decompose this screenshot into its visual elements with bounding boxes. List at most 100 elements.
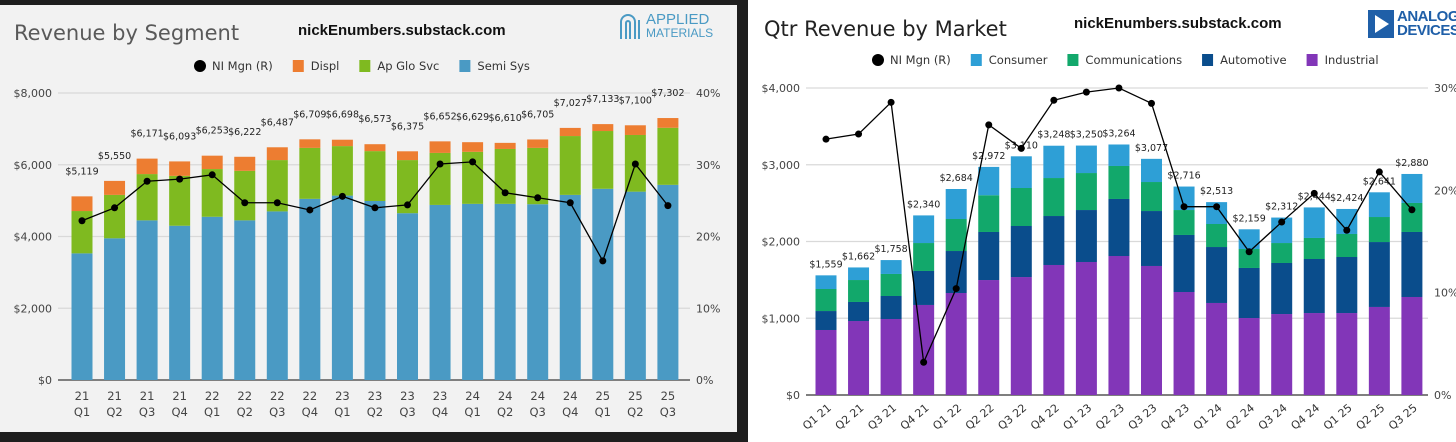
bar-consumer (1368, 192, 1390, 218)
total-data-label: $2,880 (1395, 158, 1428, 169)
bar-industrial (848, 321, 870, 395)
bar-automotive (880, 295, 902, 320)
bar-ap-glo-svc (592, 131, 614, 189)
bar-semi-sys (462, 203, 484, 380)
bar-industrial (913, 304, 935, 395)
ni-margin-point (855, 130, 863, 138)
x-tick-label-quarter: Q2 (106, 405, 122, 419)
bar-semi-sys (624, 191, 646, 380)
total-data-label: $2,340 (907, 199, 940, 210)
bar-communications (1271, 243, 1293, 263)
x-tick-label-year: 22 (205, 389, 220, 403)
legend-swatch (970, 54, 982, 66)
y-tick-label: $2,000 (14, 302, 53, 315)
ni-margin-point (78, 217, 86, 225)
bar-industrial (1206, 302, 1228, 395)
bar-consumer (880, 260, 902, 274)
bar-consumer (913, 215, 935, 244)
bar-industrial (1173, 292, 1195, 395)
x-tick-label-year: 24 (530, 389, 545, 403)
x-tick-label-year: 25 (628, 389, 643, 403)
ni-margin-point (534, 194, 542, 202)
bar-automotive (1206, 247, 1228, 303)
x-tick-label-year: 23 (433, 389, 448, 403)
bar-consumer (978, 166, 1000, 196)
x-tick-label-quarter: Q2 (627, 405, 643, 419)
bar-displ (71, 196, 93, 212)
legend-label: NI Mgn (R) (212, 59, 273, 73)
x-tick-label-quarter: Q4 (432, 405, 448, 419)
bar-automotive (1010, 225, 1032, 278)
total-data-label: $6,709 (293, 109, 326, 120)
x-tick-label: Q2 23 (1093, 401, 1127, 432)
bar-industrial (1108, 256, 1130, 395)
bar-industrial (1336, 313, 1358, 395)
total-data-label: $6,652 (423, 111, 456, 122)
total-data-label: $2,312 (1265, 202, 1298, 213)
bar-semi-sys (397, 213, 418, 380)
bar-semi-sys (71, 253, 93, 380)
bar-communications (1336, 233, 1358, 258)
bar-communications (880, 273, 902, 296)
x-tick-label-year: 25 (595, 389, 610, 403)
x-tick-label: Q3 21 (865, 401, 899, 432)
total-data-label: $6,375 (391, 121, 424, 132)
x-tick-label-year: 24 (498, 389, 513, 403)
bar-semi-sys (234, 220, 256, 380)
bar-automotive (1303, 258, 1325, 314)
x-tick-label-year: 22 (303, 389, 318, 403)
bar-communications (1141, 182, 1162, 212)
x-tick-label-quarter: Q3 (139, 405, 155, 419)
ni-margin-point (306, 206, 314, 214)
chart-title: Revenue by Segment (14, 21, 240, 45)
bar-automotive (1368, 242, 1390, 307)
x-tick-label: Q1 25 (1321, 401, 1355, 432)
ni-margin-point (1148, 99, 1155, 107)
x-tick-label-year: 23 (335, 389, 350, 403)
legend-label: Communications (1085, 53, 1182, 67)
bar-automotive (1173, 234, 1195, 293)
bar-ap-glo-svc (559, 136, 581, 195)
x-tick-label: Q3 24 (1256, 401, 1290, 432)
bar-communications (978, 195, 1000, 232)
y-tick-label: $8,000 (14, 87, 53, 100)
x-tick-label-year: 21 (172, 389, 187, 403)
bar-semi-sys (527, 204, 549, 380)
x-tick-label-quarter: Q4 (562, 405, 578, 419)
bar-industrial (1271, 314, 1293, 395)
bar-industrial (978, 280, 1000, 395)
x-tick-label-quarter: Q1 (464, 405, 480, 419)
total-data-label: $1,662 (842, 251, 875, 262)
ni-margin-point (176, 175, 184, 183)
ni-margin-point (241, 199, 249, 207)
x-tick-label-year: 24 (563, 389, 578, 403)
ni-margin-point (920, 358, 928, 366)
x-tick-label-year: 21 (75, 389, 90, 403)
x-tick-label: Q4 23 (1158, 401, 1192, 432)
x-tick-label: Q4 21 (898, 401, 932, 432)
bar-ap-glo-svc (494, 148, 516, 204)
bar-semi-sys (657, 184, 679, 380)
bar-displ (136, 158, 158, 175)
bar-industrial (815, 329, 837, 395)
bar-industrial (1303, 313, 1325, 395)
ni-margin-point (822, 135, 830, 143)
legend-label: Semi Sys (477, 59, 530, 73)
total-data-label: $2,159 (1233, 213, 1266, 224)
legend-label: Consumer (989, 53, 1048, 67)
bar-communications (1173, 210, 1195, 235)
ni-margin-point (1082, 88, 1090, 96)
bar-communications (1043, 178, 1065, 217)
amat-chart-panel: Revenue by Segment nickEnumbers.substack… (0, 5, 737, 432)
x-tick-label: Q2 24 (1223, 401, 1257, 432)
total-data-label: $6,705 (521, 109, 554, 120)
bar-displ (462, 142, 484, 152)
bar-industrial (1368, 306, 1390, 395)
bar-automotive (1043, 216, 1065, 265)
bar-displ (169, 161, 191, 176)
bar-automotive (815, 311, 837, 330)
analog-devices-logo: ANALOG DEVICES (1368, 9, 1456, 38)
bar-communications (1303, 237, 1325, 259)
x-tick-label-quarter: Q3 (660, 405, 676, 419)
ni-margin-point (1278, 218, 1286, 226)
